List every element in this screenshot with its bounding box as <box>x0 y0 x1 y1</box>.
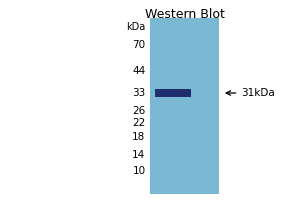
Text: Western Blot: Western Blot <box>145 8 224 21</box>
Bar <box>154 89 190 97</box>
Text: 18: 18 <box>132 132 146 142</box>
Bar <box>150 18 219 194</box>
Text: 33: 33 <box>132 88 146 98</box>
Text: 70: 70 <box>132 40 146 50</box>
Text: 44: 44 <box>132 66 146 76</box>
Text: 22: 22 <box>132 118 146 128</box>
Text: 14: 14 <box>132 150 146 160</box>
Text: 26: 26 <box>132 106 146 116</box>
Text: 10: 10 <box>132 166 146 176</box>
Text: 31kDa: 31kDa <box>242 88 275 98</box>
Text: kDa: kDa <box>126 22 146 32</box>
